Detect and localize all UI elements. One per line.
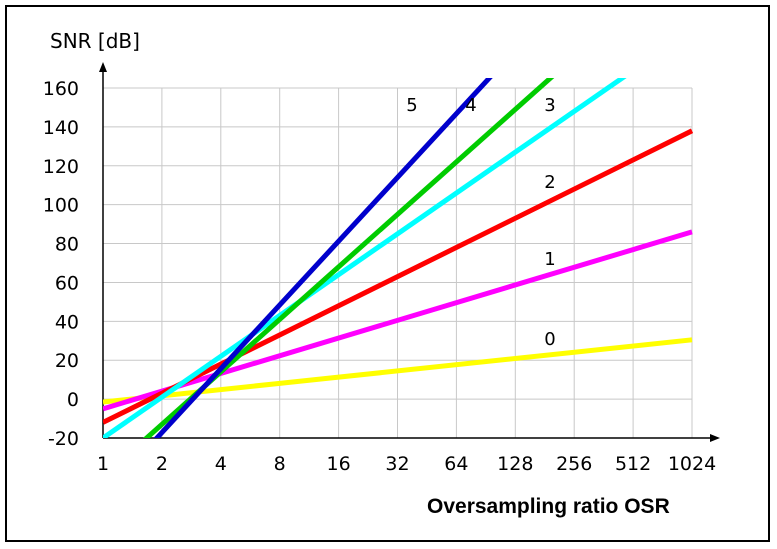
- y-axis-arrow: [99, 62, 107, 72]
- series-labels: 0 1 2 3 4 5: [406, 95, 555, 350]
- y-tick-label: 40: [55, 311, 79, 333]
- series-label-0: 0: [544, 329, 555, 350]
- x-tick-label: 8: [274, 453, 286, 475]
- series-line-1: [103, 229, 693, 412]
- y-tick-label: 140: [43, 117, 79, 139]
- x-tick-label: 128: [497, 453, 533, 475]
- x-axis-label: Oversampling ratio OSR: [427, 495, 670, 518]
- y-tick-label: 0: [67, 389, 79, 411]
- x-tick-label: 1: [97, 453, 109, 475]
- x-tick-label: 16: [327, 453, 351, 475]
- y-tick-label: 100: [43, 195, 79, 217]
- series-line-2: [103, 128, 693, 425]
- y-tick-label: 20: [55, 350, 79, 372]
- series-label-3: 3: [544, 95, 555, 116]
- x-axis-arrow: [710, 434, 720, 442]
- x-tick-label: 32: [385, 453, 409, 475]
- y-tick-label: 160: [43, 78, 79, 100]
- x-tick-label: 512: [615, 453, 651, 475]
- series-line-5: [153, 78, 493, 438]
- y-axis-label: SNR [dB]: [50, 29, 140, 53]
- series-line-3: [103, 78, 627, 438]
- x-tick-label: 256: [556, 453, 592, 475]
- y-tick-label: -20: [48, 428, 79, 450]
- axes: [99, 62, 720, 442]
- series-label-5: 5: [406, 95, 417, 116]
- grid: [103, 87, 693, 438]
- y-tick-label: 60: [55, 272, 79, 294]
- y-tick-label: 120: [43, 156, 79, 178]
- series-label-2: 2: [544, 172, 555, 193]
- x-tick-label: 2: [156, 453, 168, 475]
- series-lines: [103, 78, 693, 438]
- series-label-1: 1: [544, 249, 555, 270]
- y-tick-label: 80: [55, 234, 79, 256]
- chart-frame: [5, 5, 770, 542]
- x-tick-label: 64: [444, 453, 468, 475]
- series-label-4: 4: [465, 95, 476, 116]
- x-tick-label: 1024: [668, 453, 716, 475]
- x-tick-label: 4: [215, 453, 227, 475]
